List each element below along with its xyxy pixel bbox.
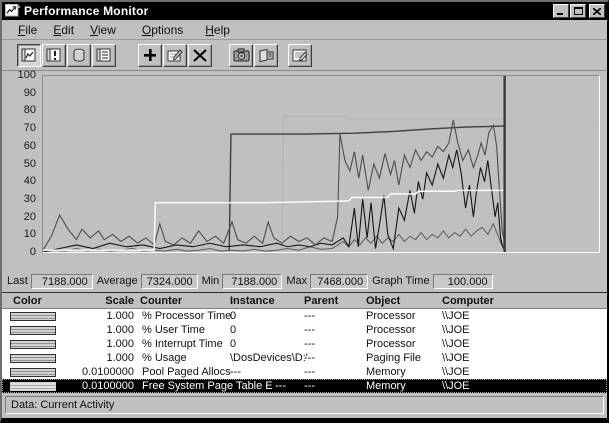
column-header-scale: Scale: [105, 294, 134, 307]
bookmark-button[interactable]: [254, 43, 278, 67]
column-header-instance: Instance: [230, 294, 275, 307]
column-header-color: Color: [13, 294, 42, 307]
alert-view-icon: [46, 48, 61, 61]
y-tick-label: 30: [23, 192, 36, 205]
legend-header: Color Scale Counter Instance Parent Obje…: [2, 292, 607, 308]
column-header-object: Object: [366, 294, 401, 307]
y-tick-label: 80: [23, 104, 36, 117]
column-header-counter: Counter: [140, 294, 183, 307]
report-view-icon: [96, 48, 111, 61]
column-header-parent: Parent: [304, 294, 339, 307]
y-tick-label: 90: [23, 86, 36, 99]
legend-row-paging-file-usage[interactable]: 1.000 % Usage \DosDevices\D:' --- Paging…: [2, 351, 607, 365]
legend-row-free-system-ptes-selected[interactable]: 0.0100000 Free System Page Table E --- -…: [2, 379, 607, 393]
status-bar: Data: Current Activity: [2, 393, 607, 418]
time-marker-line: [503, 76, 506, 252]
y-tick-label: 100: [17, 69, 36, 81]
value-bar: Last 7188.000 Average 7324.000 Min 7188.…: [2, 270, 607, 292]
max-value: 7468.000: [310, 273, 369, 289]
y-tick-label: 0: [29, 246, 36, 258]
options-icon: [292, 49, 308, 61]
min-label: Min: [201, 275, 220, 287]
title-bar: Performance Monitor: [2, 2, 607, 20]
alert-view-button[interactable]: [42, 43, 66, 67]
average-value: 7324.000: [140, 273, 198, 289]
legend-row-pool-paged-allocs[interactable]: 0.0100000 Pool Paged Allocs --- --- Memo…: [2, 365, 607, 379]
column-header-computer: Computer: [442, 294, 494, 307]
menu-file[interactable]: File: [18, 22, 38, 37]
counter-color-swatch: [10, 381, 56, 391]
bookmark-icon: [259, 48, 274, 62]
legend-row-user-time[interactable]: 1.000 % User Time 0 --- Processor \\JOE: [2, 323, 607, 337]
graph-time-label: Graph Time: [372, 275, 430, 287]
y-tick-label: 40: [23, 175, 36, 188]
menu-options[interactable]: Options: [141, 22, 184, 37]
chart-plot: [42, 75, 600, 253]
delete-counter-button[interactable]: [188, 43, 212, 67]
counter-color-swatch: [10, 311, 56, 321]
add-counter-icon: [144, 49, 156, 61]
menu-view[interactable]: View: [90, 22, 116, 37]
window-title: Performance Monitor: [24, 4, 149, 18]
min-value: 7188.000: [222, 273, 283, 289]
max-label: Max: [286, 275, 308, 287]
last-label: Last: [7, 275, 28, 287]
series-line-pct-usage-paging-file: [43, 189, 505, 251]
series-line-pool-paged-allocs: [281, 115, 505, 251]
maximize-button[interactable]: [570, 4, 586, 18]
chart-panel: 100 90 80 70 60 50 40 30 20 10 0: [2, 69, 607, 270]
app-icon: [5, 4, 20, 17]
minimize-button[interactable]: [553, 4, 569, 18]
close-icon: [593, 7, 601, 15]
legend-row-processor-time[interactable]: 1.000 % Processor Time 0 --- Processor \…: [2, 309, 607, 323]
log-view-icon: [73, 48, 85, 62]
log-view-button[interactable]: [67, 43, 91, 67]
y-tick-label: 60: [23, 139, 36, 152]
options-button[interactable]: [288, 43, 312, 67]
y-axis-labels: 100 90 80 70 60 50 40 30 20 10 0: [2, 69, 38, 270]
status-text: Data: Current Activity: [5, 396, 604, 414]
menu-bar: File Edit View Options Help: [2, 20, 607, 39]
close-button[interactable]: [589, 4, 605, 18]
chart-view-button[interactable]: [17, 43, 41, 67]
toolbar: [2, 39, 607, 71]
add-counter-button[interactable]: [138, 43, 162, 67]
y-tick-label: 70: [23, 122, 36, 135]
y-tick-label: 10: [23, 228, 36, 241]
series-line-free-system-page-table-entries: [228, 125, 505, 251]
modify-counter-button[interactable]: [163, 43, 187, 67]
chart-view-icon: [21, 48, 36, 61]
y-tick-label: 20: [23, 210, 36, 223]
chart-plot-svg: [43, 76, 599, 252]
graph-time-value: 100.000: [432, 273, 493, 289]
counter-color-swatch: [10, 353, 56, 363]
series-line-pct-user-time: [43, 149, 505, 252]
counter-color-swatch: [10, 367, 56, 377]
report-view-button[interactable]: [92, 43, 116, 67]
counter-color-swatch: [10, 339, 56, 349]
menu-help[interactable]: Help: [205, 22, 230, 37]
minimize-icon: [557, 12, 563, 15]
y-tick-label: 50: [23, 157, 36, 170]
menu-edit[interactable]: Edit: [53, 22, 75, 37]
series-line-pct-processor-time: [43, 119, 505, 251]
legend-list: 1.000 % Processor Time 0 --- Processor \…: [2, 308, 607, 393]
counter-color-swatch: [10, 325, 56, 335]
last-value: 7188.000: [30, 273, 93, 289]
maximize-icon: [573, 7, 583, 15]
legend-row-interrupt-time[interactable]: 1.000 % Interrupt Time 0 --- Processor \…: [2, 337, 607, 351]
update-data-button[interactable]: [229, 43, 253, 67]
average-label: Average: [96, 275, 138, 287]
modify-counter-icon: [167, 48, 183, 61]
delete-counter-icon: [193, 48, 207, 62]
update-data-icon: [233, 48, 249, 62]
